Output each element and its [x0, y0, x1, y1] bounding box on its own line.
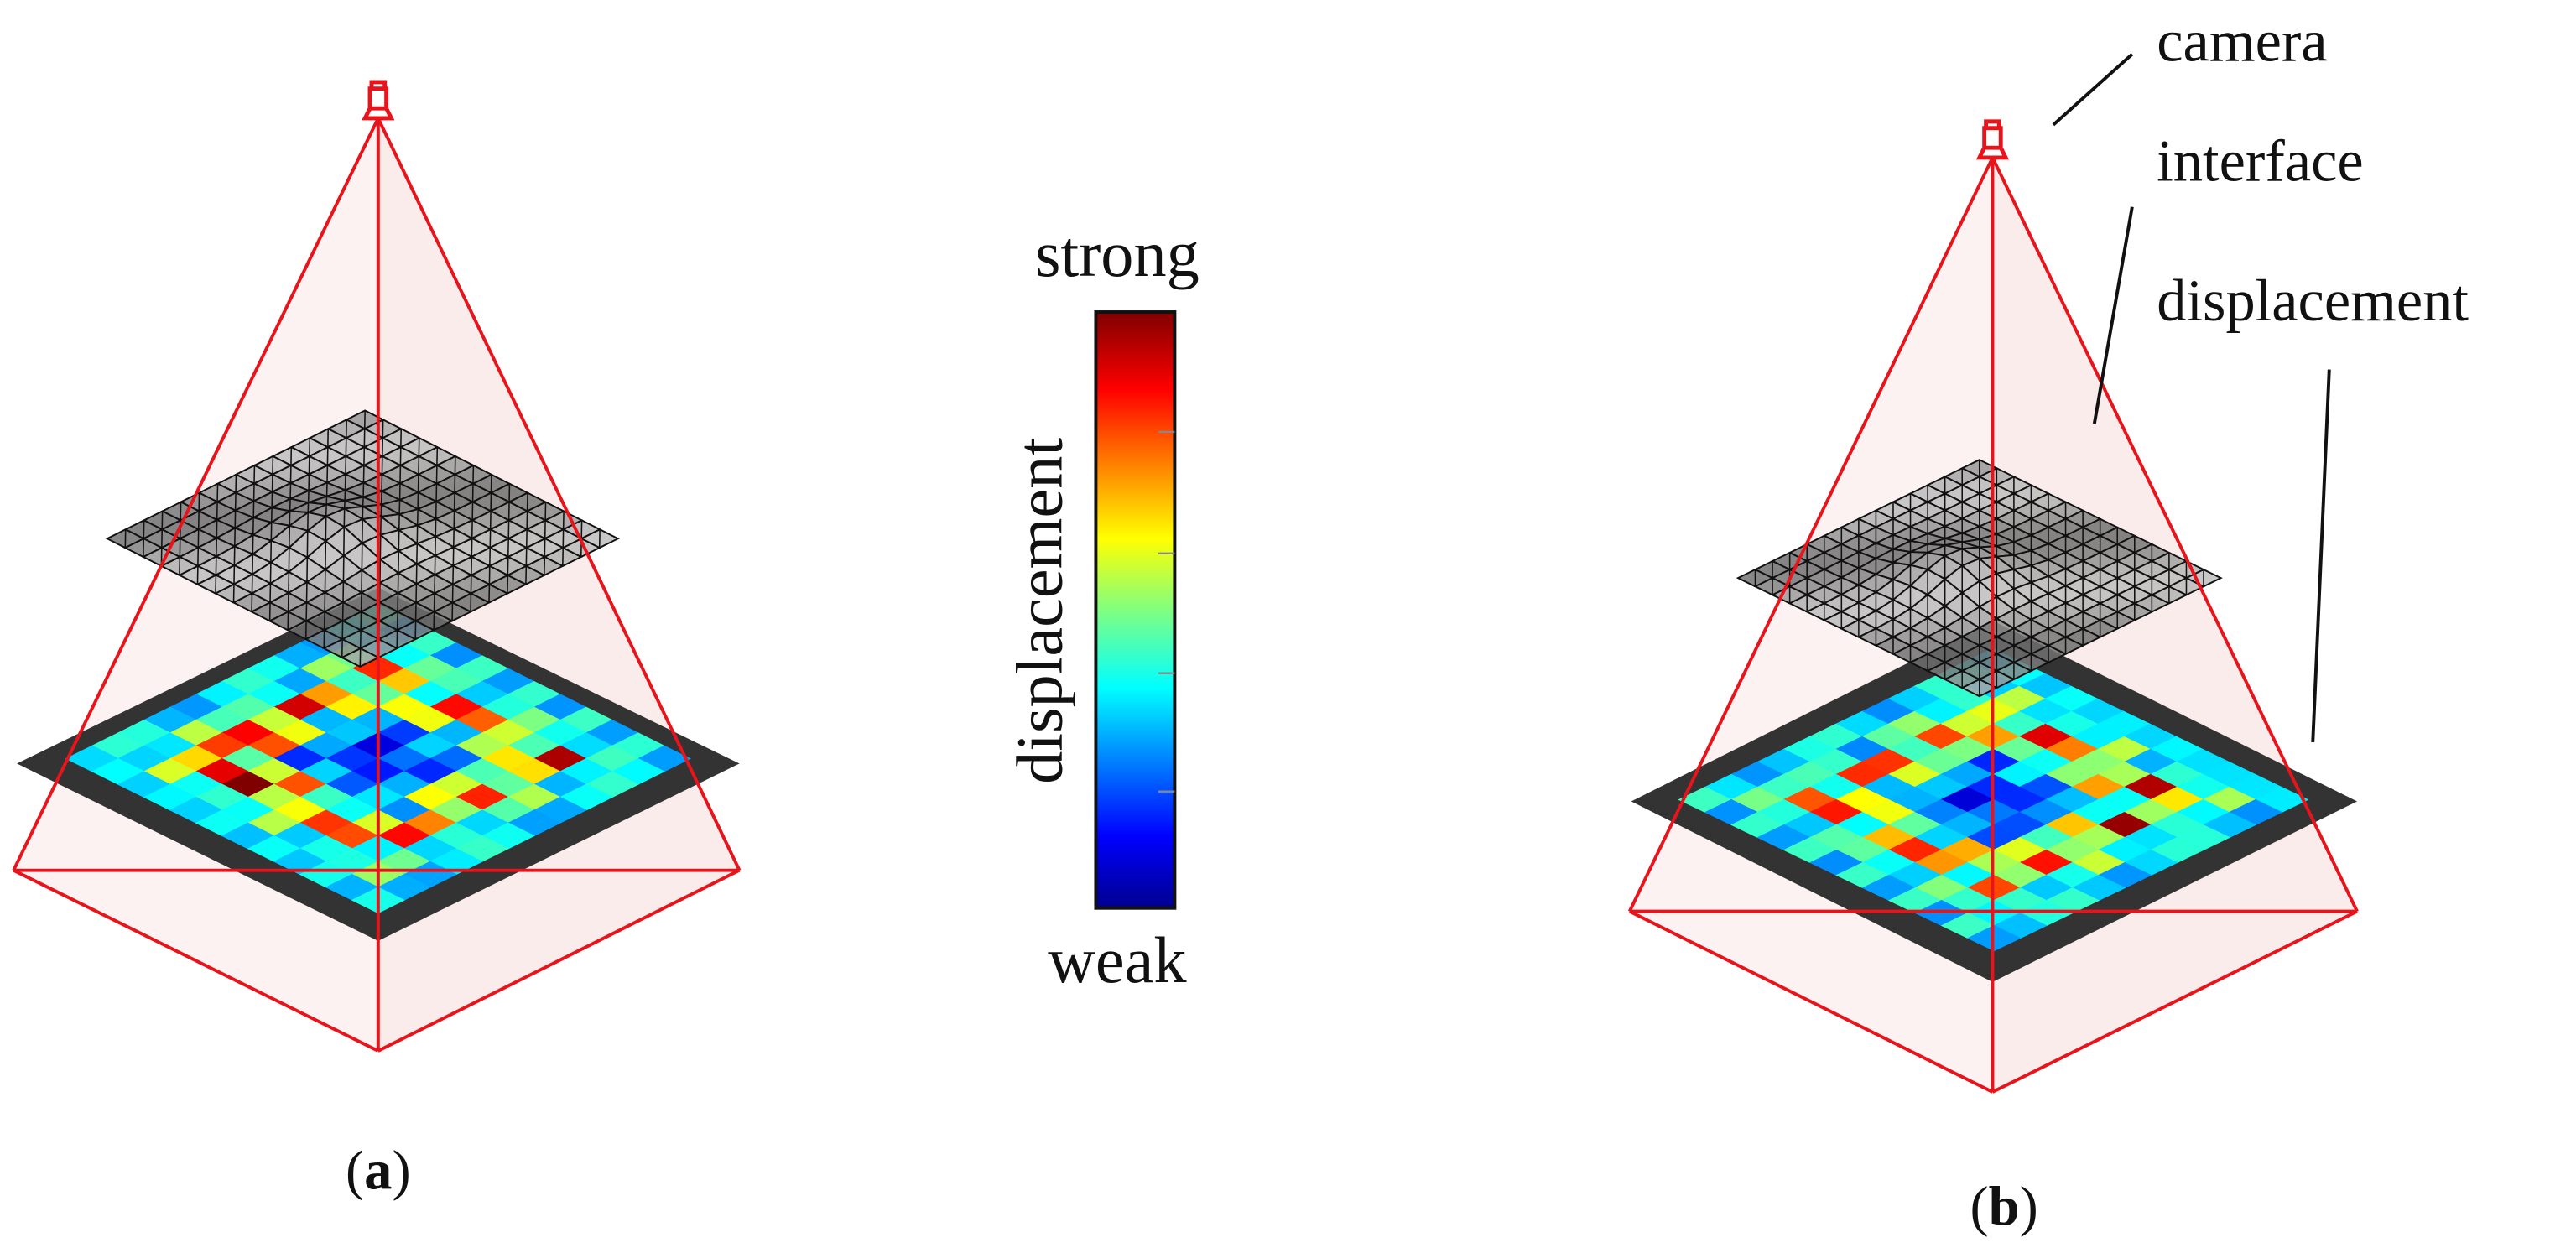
- paren: (: [346, 1141, 364, 1202]
- camera-icon: [1975, 119, 2010, 160]
- leader-line: [2052, 53, 2134, 127]
- paren: (: [1970, 1177, 1988, 1238]
- annotation-interface: interface: [2157, 128, 2363, 194]
- leader-line: [2311, 369, 2331, 743]
- colorbar-axis-label: displacement: [1002, 438, 1075, 784]
- colorbar-bottom-label: weak: [1048, 923, 1187, 996]
- frustum-edge: [1627, 157, 1995, 913]
- frustum-edge: [377, 117, 742, 871]
- panel-a-scene: [12, 80, 742, 1053]
- leader-line: [2092, 206, 2134, 424]
- frustum-edge: [13, 868, 379, 1053]
- annotation-displacement: displacement: [2157, 268, 2469, 334]
- frustum-edge: [1628, 909, 1994, 1094]
- frustum-edge: [1991, 157, 2359, 913]
- panel-label-a: (a): [346, 1141, 411, 1202]
- panel-letter: b: [1989, 1177, 2020, 1238]
- colorbar-top-label: strong: [1035, 217, 1200, 290]
- colorbar: [1094, 310, 1177, 910]
- panel-label-b: (b): [1970, 1177, 2037, 1238]
- paren: ): [2020, 1177, 2038, 1238]
- panel-b-scene: [1627, 119, 2359, 1094]
- paren: ): [392, 1141, 410, 1202]
- panel-letter: a: [364, 1141, 392, 1202]
- frustum-edge: [377, 868, 741, 1053]
- colorbar-ticks: [1158, 430, 1175, 793]
- annotation-camera: camera: [2157, 8, 2327, 74]
- camera-icon: [362, 80, 395, 121]
- frustum-edge: [1991, 909, 2358, 1094]
- frustum-edge: [12, 117, 380, 871]
